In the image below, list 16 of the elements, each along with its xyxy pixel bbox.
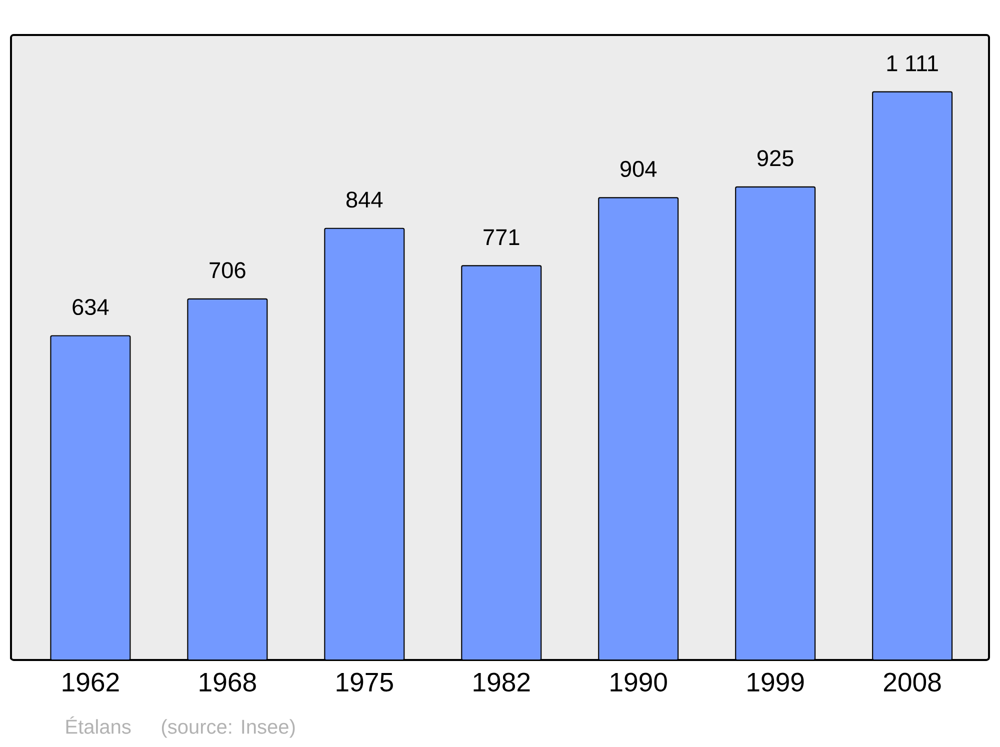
x-tick-label: 1999 (748, 672, 804, 692)
x-tick-label: 2008 (884, 672, 941, 692)
data-label: 771 (484, 229, 520, 245)
data-label: 634 (72, 299, 109, 316)
data-label: 925 (757, 150, 794, 166)
x-tick-label: 1982 (474, 672, 530, 692)
x-tick-label: 1990 (610, 672, 667, 692)
text: (source: Insee) (162, 719, 295, 738)
data-label: 1 111 (887, 56, 938, 72)
data-label: 904 (620, 160, 657, 177)
text: Étalans (66, 716, 131, 734)
x-tick-label: 1968 (200, 672, 256, 692)
x-tick-label: 1962 (62, 672, 119, 692)
data-label: 844 (346, 192, 383, 208)
x-tick-label: 1975 (336, 672, 393, 692)
data-label: 706 (210, 262, 246, 278)
